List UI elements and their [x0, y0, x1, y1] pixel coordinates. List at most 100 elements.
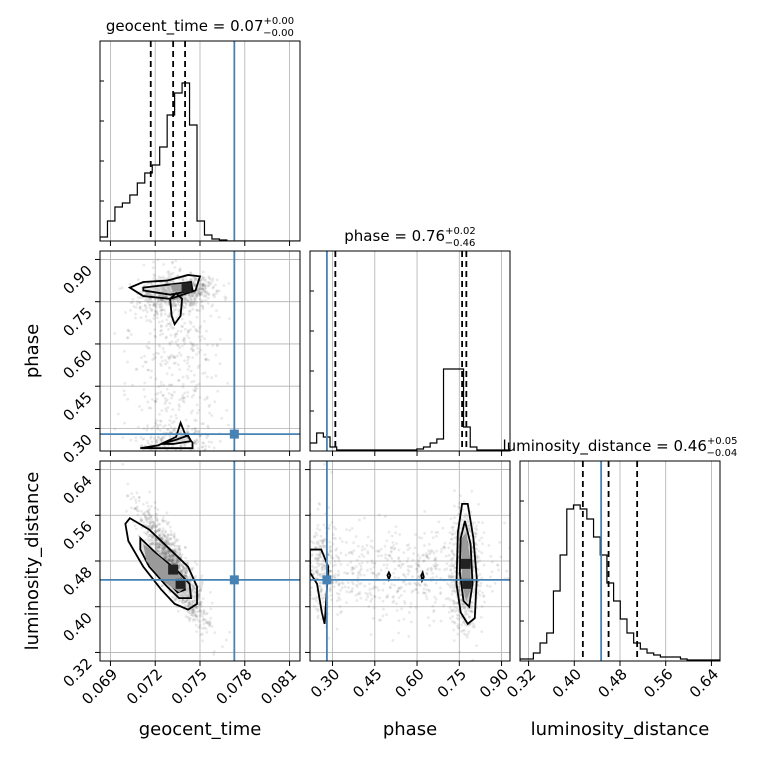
scatter-point	[179, 564, 183, 568]
scatter-point	[164, 538, 168, 542]
scatter-point	[475, 524, 478, 528]
scatter-point	[453, 605, 457, 609]
scatter-point	[161, 439, 165, 442]
contour-line	[169, 292, 184, 327]
scatter-point	[200, 600, 203, 604]
scatter-point	[152, 292, 156, 296]
scatter-point	[329, 593, 333, 597]
scatter-point	[467, 524, 471, 528]
scatter-point	[154, 399, 157, 403]
scatter-point	[457, 650, 461, 654]
scatter-point	[166, 270, 170, 274]
scatter-point	[385, 595, 388, 599]
scatter-point	[209, 607, 213, 611]
scatter-point	[339, 551, 343, 555]
tick-label-luminosity_distance: 0.40	[549, 665, 585, 701]
scatter-point	[167, 550, 171, 553]
scatter-point	[336, 555, 340, 559]
scatter-point	[164, 552, 167, 556]
scatter-point	[338, 536, 342, 540]
scatter-point	[197, 600, 201, 604]
scatter-point	[191, 566, 195, 570]
scatter-point	[334, 548, 337, 552]
scatter-point	[320, 593, 323, 597]
scatter-point	[192, 283, 196, 287]
scatter-point	[176, 559, 180, 563]
scatter-point	[191, 342, 195, 346]
scatter-point	[459, 494, 462, 498]
scatter-point	[477, 549, 481, 553]
scatter-point	[146, 301, 150, 304]
scatter-point	[463, 622, 467, 625]
scatter-point	[156, 541, 160, 545]
scatter-point	[161, 394, 165, 397]
scatter-point	[163, 545, 166, 549]
scatter-point	[460, 603, 464, 607]
scatter-point	[171, 408, 175, 412]
scatter-point	[306, 581, 309, 584]
scatter-point	[465, 517, 468, 521]
scatter-point	[214, 309, 218, 313]
scatter-point	[164, 294, 168, 298]
scatter-point	[383, 544, 387, 548]
scatter-point	[194, 277, 197, 281]
scatter-point	[356, 544, 360, 548]
scatter-point	[193, 296, 197, 300]
scatter-point	[143, 513, 147, 517]
scatter-point	[434, 556, 437, 560]
scatter-point	[185, 574, 189, 578]
scatter-point	[178, 398, 181, 402]
scatter-point	[457, 623, 460, 627]
scatter-point	[172, 596, 176, 599]
scatter-point	[174, 340, 178, 344]
scatter-point	[390, 546, 394, 549]
scatter-point	[198, 330, 201, 334]
scatter-point	[164, 537, 168, 541]
scatter-point	[171, 303, 175, 307]
scatter-point	[316, 523, 320, 527]
scatter-point	[172, 558, 176, 561]
scatter-point	[355, 558, 359, 562]
scatter-point	[318, 539, 322, 543]
scatter-point	[485, 584, 489, 588]
scatter-point	[331, 580, 334, 584]
density-peak	[460, 558, 471, 569]
scatter-point	[157, 545, 161, 549]
scatter-point	[322, 600, 326, 604]
scatter-point	[370, 539, 374, 543]
scatter-point	[416, 553, 420, 557]
scatter-point	[137, 495, 141, 499]
scatter-point	[423, 544, 426, 547]
scatter-point	[195, 309, 199, 312]
scatter-point	[161, 520, 165, 523]
scatter-point	[490, 570, 494, 574]
scatter-point	[414, 533, 418, 536]
scatter-point	[161, 299, 164, 303]
scatter-point	[151, 535, 155, 539]
scatter-point	[139, 519, 143, 523]
scatter-point	[127, 328, 130, 332]
scatter-point	[169, 557, 173, 561]
scatter-point	[171, 302, 175, 305]
scatter-point	[167, 557, 171, 561]
scatter-point	[166, 542, 170, 546]
scatter-point	[194, 613, 198, 617]
scatter-point	[364, 598, 368, 602]
scatter-point	[210, 304, 213, 308]
scatter-point	[187, 601, 191, 604]
scatter-point	[162, 444, 166, 448]
scatter-point	[218, 338, 222, 341]
scatter-point	[204, 290, 208, 294]
scatter-point	[208, 591, 212, 594]
scatter-point	[164, 294, 168, 298]
scatter-point	[372, 606, 376, 610]
scatter-point	[163, 396, 167, 400]
scatter-point	[226, 423, 230, 427]
scatter-point	[450, 576, 453, 580]
scatter-point	[349, 560, 353, 564]
scatter-point	[185, 599, 189, 603]
scatter-point	[173, 544, 177, 548]
scatter-point	[164, 300, 167, 304]
scatter-point	[461, 629, 465, 632]
scatter-point	[194, 276, 197, 280]
